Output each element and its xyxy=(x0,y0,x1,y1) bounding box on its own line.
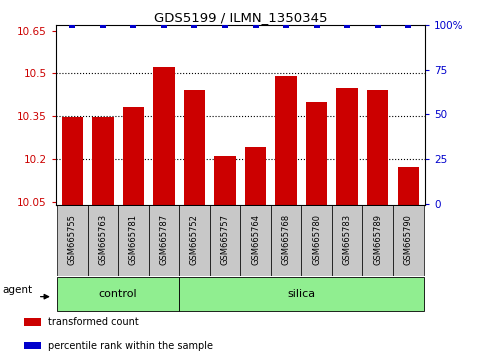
Text: agent: agent xyxy=(3,285,33,295)
Bar xyxy=(398,167,419,354)
Bar xyxy=(332,205,362,276)
Text: GSM665790: GSM665790 xyxy=(404,214,413,265)
Bar xyxy=(210,205,241,276)
Bar xyxy=(393,205,424,276)
Text: GSM665783: GSM665783 xyxy=(342,214,352,265)
Text: silica: silica xyxy=(287,289,315,299)
Text: GSM665780: GSM665780 xyxy=(312,214,321,265)
Bar xyxy=(179,205,210,276)
Bar xyxy=(24,342,41,349)
Bar xyxy=(301,205,332,276)
Bar xyxy=(57,277,179,311)
Text: GSM665763: GSM665763 xyxy=(99,214,107,265)
Bar xyxy=(184,90,205,354)
Bar xyxy=(245,147,266,354)
Bar xyxy=(179,277,424,311)
Text: percentile rank within the sample: percentile rank within the sample xyxy=(48,341,213,350)
Bar xyxy=(153,67,175,354)
Bar xyxy=(241,205,271,276)
Bar xyxy=(306,102,327,354)
Text: GSM665768: GSM665768 xyxy=(282,214,291,265)
Bar xyxy=(362,205,393,276)
Text: transformed count: transformed count xyxy=(48,317,139,327)
Text: GSM665755: GSM665755 xyxy=(68,214,77,265)
Text: GSM665764: GSM665764 xyxy=(251,214,260,265)
Text: GSM665757: GSM665757 xyxy=(221,214,229,265)
Text: GSM665752: GSM665752 xyxy=(190,214,199,265)
Bar xyxy=(92,117,114,354)
Bar xyxy=(123,107,144,354)
Bar xyxy=(149,205,179,276)
Bar xyxy=(24,318,41,326)
Bar xyxy=(62,117,83,354)
Title: GDS5199 / ILMN_1350345: GDS5199 / ILMN_1350345 xyxy=(154,11,327,24)
Text: GSM665787: GSM665787 xyxy=(159,214,169,265)
Bar xyxy=(271,205,301,276)
Bar xyxy=(57,205,87,276)
Bar xyxy=(87,205,118,276)
Text: control: control xyxy=(99,289,138,299)
Bar xyxy=(214,156,236,354)
Text: GSM665789: GSM665789 xyxy=(373,214,382,265)
Bar xyxy=(337,88,358,354)
Bar xyxy=(275,76,297,354)
Text: GSM665781: GSM665781 xyxy=(129,214,138,265)
Bar xyxy=(367,90,388,354)
Bar xyxy=(118,205,149,276)
